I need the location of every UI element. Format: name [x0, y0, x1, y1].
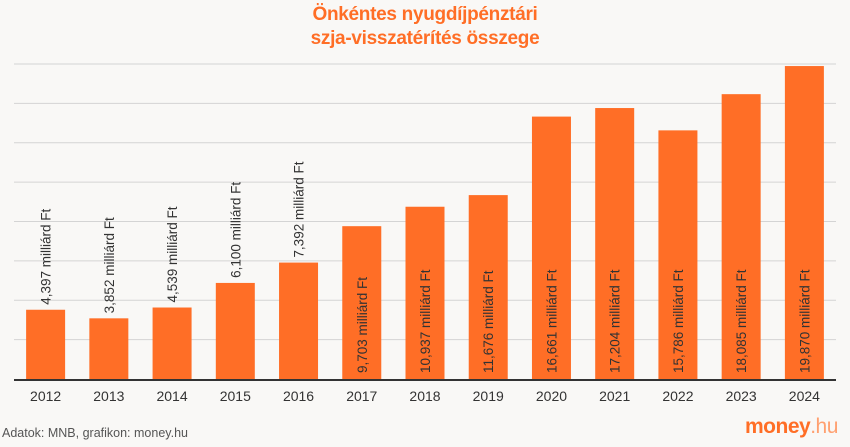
x-tick-label: 2019 [473, 388, 504, 404]
x-tick-label: 2013 [93, 388, 124, 404]
bar-2016 [279, 262, 319, 379]
x-tick-label: 2017 [346, 388, 377, 404]
bar-2022 [658, 130, 698, 379]
chart-title: Önkéntes nyugdíjpénztári szja-visszatérí… [0, 3, 850, 51]
x-tick-label: 2016 [283, 388, 314, 404]
title-line-2: szja-visszatérítés összege [310, 28, 540, 49]
data-label: 16,661 milliárd Ft [544, 269, 559, 373]
title-line-1: Önkéntes nyugdíjpénztári [312, 4, 538, 25]
x-tick-label: 2015 [220, 388, 251, 404]
x-tick-label: 2024 [789, 388, 820, 404]
data-label: 4,539 milliárd Ft [165, 206, 180, 302]
bar-2017 [342, 226, 382, 379]
x-tick-label: 2014 [156, 388, 187, 404]
x-tick-label: 2012 [30, 388, 61, 404]
bar-2015 [215, 282, 255, 379]
data-label: 10,937 milliárd Ft [418, 269, 433, 373]
bar-2023 [721, 94, 761, 379]
data-label: 6,100 milliárd Ft [228, 182, 243, 278]
data-label: 17,204 milliárd Ft [608, 269, 623, 373]
data-label: 4,397 milliárd Ft [39, 208, 54, 304]
source-note: Adatok: MNB, grafikon: money.hu [2, 426, 188, 440]
data-label: 3,852 milliárd Ft [102, 217, 117, 313]
data-label: 7,392 milliárd Ft [292, 161, 307, 257]
bar-2024 [784, 66, 824, 380]
data-label: 18,085 milliárd Ft [734, 269, 749, 373]
x-tick-label: 2018 [409, 388, 440, 404]
money-hu-logo: money.hu [745, 415, 838, 438]
bar-2019 [468, 195, 508, 379]
data-label: 15,786 milliárd Ft [671, 269, 686, 373]
bar-2018 [405, 206, 445, 379]
bar-2020 [531, 116, 571, 380]
data-label: 19,870 milliárd Ft [797, 269, 812, 373]
data-label: 11,676 milliárd Ft [481, 270, 496, 373]
bar-2013 [89, 318, 129, 379]
bar-2012 [26, 309, 66, 379]
x-tick-label: 2020 [536, 388, 567, 404]
x-tick-label: 2021 [599, 388, 630, 404]
bar-2021 [595, 108, 635, 380]
x-tick-label: 2022 [662, 388, 693, 404]
bar-2014 [152, 307, 192, 379]
x-tick-label: 2023 [726, 388, 757, 404]
data-label: 9,703 milliárd Ft [355, 277, 370, 373]
